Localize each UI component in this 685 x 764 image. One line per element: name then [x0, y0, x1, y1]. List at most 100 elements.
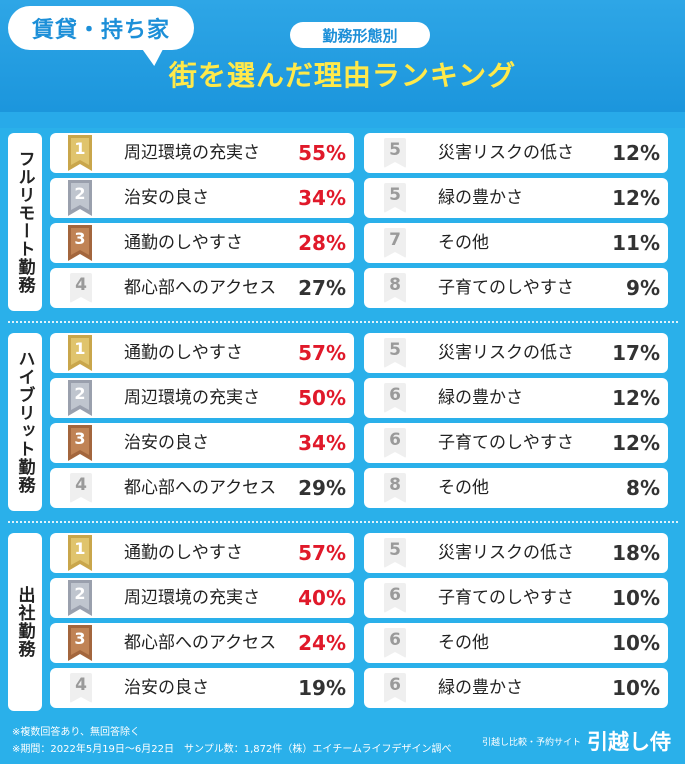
- ranking-item: 6 緑の豊かさ 10%: [364, 668, 668, 708]
- rank-number: 2: [74, 384, 86, 403]
- rank-medal-icon: 2: [68, 180, 92, 216]
- ranking-item: 3 通勤のしやすさ 28%: [50, 223, 354, 263]
- item-label: 治安の良さ: [124, 433, 209, 453]
- group-label: 出社勤務: [8, 533, 42, 711]
- rank-number: 4: [70, 273, 92, 303]
- ranking-group: フルリモート勤務 1 周辺環境の充実さ 55% 2 治安の良さ 34% 3 通勤のしやすさ 28%…: [8, 133, 678, 311]
- group-label: ハイブリット勤務: [8, 333, 42, 511]
- ranking-item: 5 災害リスクの低さ 12%: [364, 133, 668, 173]
- item-label: 災害リスクの低さ: [438, 543, 574, 563]
- rank-medal-icon: 2: [68, 380, 92, 416]
- ranking-item: 3 都心部へのアクセス 24%: [50, 623, 354, 663]
- rank-medal-icon: 3: [68, 225, 92, 261]
- rank-medal-icon: 1: [68, 135, 92, 171]
- ranking-item: 6 その他 10%: [364, 623, 668, 663]
- item-value: 28%: [298, 231, 346, 255]
- item-value: 40%: [298, 586, 346, 610]
- rank-number: 6: [384, 673, 406, 703]
- rank-number: 1: [74, 539, 86, 558]
- item-value: 24%: [298, 631, 346, 655]
- rank-medal-icon: 2: [68, 580, 92, 616]
- rank-number: 3: [74, 629, 86, 648]
- item-label: 都心部へのアクセス: [124, 278, 277, 298]
- rank-number: 8: [384, 473, 406, 503]
- rank-number: 2: [74, 584, 86, 603]
- subtitle-pill: 勤務形態別: [290, 22, 430, 48]
- item-label: 緑の豊かさ: [438, 388, 523, 408]
- item-label: 都心部へのアクセス: [124, 478, 277, 498]
- item-value: 57%: [298, 541, 346, 565]
- header-band: [0, 112, 685, 128]
- item-value: 27%: [298, 276, 346, 300]
- ranking-item: 4 都心部へのアクセス 29%: [50, 468, 354, 508]
- ranking-item: 5 災害リスクの低さ 17%: [364, 333, 668, 373]
- group-label-text: フルリモート勤務: [14, 150, 35, 294]
- ranking-item: 8 子育てのしやすさ 9%: [364, 268, 668, 308]
- ranking-item: 3 治安の良さ 34%: [50, 423, 354, 463]
- item-value: 12%: [612, 186, 660, 210]
- item-label: 子育てのしやすさ: [438, 433, 574, 453]
- rank-number: 2: [74, 184, 86, 203]
- item-value: 17%: [612, 341, 660, 365]
- item-value: 50%: [298, 386, 346, 410]
- ranking-item: 1 通勤のしやすさ 57%: [50, 533, 354, 573]
- ranking-item: 1 通勤のしやすさ 57%: [50, 333, 354, 373]
- ranking-item: 2 周辺環境の充実さ 50%: [50, 378, 354, 418]
- rank-number: 6: [384, 628, 406, 658]
- item-label: 子育てのしやすさ: [438, 278, 574, 298]
- ranking-item: 5 災害リスクの低さ 18%: [364, 533, 668, 573]
- rank-medal-icon: 3: [68, 425, 92, 461]
- group-divider: [8, 521, 678, 523]
- brand-logo: 引越し比較・予約サイト 引越し侍: [482, 726, 671, 756]
- rank-number: 1: [74, 339, 86, 358]
- rank-number: 8: [384, 273, 406, 303]
- item-label: その他: [438, 633, 489, 653]
- ranking-item: 4 都心部へのアクセス 27%: [50, 268, 354, 308]
- rank-number: 5: [384, 183, 406, 213]
- item-value: 10%: [612, 631, 660, 655]
- ranking-item: 4 治安の良さ 19%: [50, 668, 354, 708]
- rank-number: 4: [70, 473, 92, 503]
- ranking-group: 出社勤務 1 通勤のしやすさ 57% 2 周辺環境の充実さ 40% 3 都心部へのアクセス 24%…: [8, 533, 678, 711]
- rank-number: 3: [74, 429, 86, 448]
- footer-note-2: ※期間：2022年5月19日〜6月22日 サンプル数：1,872件（株）エイチー…: [12, 744, 452, 755]
- rank-number: 5: [384, 138, 406, 168]
- rank-number: 6: [384, 428, 406, 458]
- group-label-text: ハイブリット勤務: [14, 350, 35, 494]
- item-label: 緑の豊かさ: [438, 678, 523, 698]
- footer-note-1: ※複数回答あり、無回答除く: [12, 727, 140, 738]
- item-value: 10%: [612, 676, 660, 700]
- ranking-item: 2 周辺環境の充実さ 40%: [50, 578, 354, 618]
- item-value: 12%: [612, 431, 660, 455]
- item-value: 29%: [298, 476, 346, 500]
- item-label: 都心部へのアクセス: [124, 633, 277, 653]
- item-value: 12%: [612, 141, 660, 165]
- item-value: 34%: [298, 431, 346, 455]
- tag-text: 賃貸・持ち家: [31, 18, 170, 43]
- item-label: 通勤のしやすさ: [124, 233, 243, 253]
- item-value: 34%: [298, 186, 346, 210]
- footer-notes: ※複数回答あり、無回答除く ※期間：2022年5月19日〜6月22日 サンプル数…: [12, 724, 452, 758]
- ranking-group: ハイブリット勤務 1 通勤のしやすさ 57% 2 周辺環境の充実さ 50% 3 治安の良さ 34%…: [8, 333, 678, 511]
- item-label: 通勤のしやすさ: [124, 343, 243, 363]
- item-label: 周辺環境の充実さ: [124, 143, 260, 163]
- rank-medal-icon: 3: [68, 625, 92, 661]
- item-label: その他: [438, 233, 489, 253]
- ranking-item: 5 緑の豊かさ 12%: [364, 178, 668, 218]
- ranking-item: 7 その他 11%: [364, 223, 668, 263]
- rank-medal-icon: 1: [68, 335, 92, 371]
- item-value: 12%: [612, 386, 660, 410]
- rank-number: 1: [74, 139, 86, 158]
- rank-number: 6: [384, 583, 406, 613]
- item-label: 子育てのしやすさ: [438, 588, 574, 608]
- rank-number: 6: [384, 383, 406, 413]
- tag-bubble: 賃貸・持ち家: [8, 6, 194, 50]
- rank-number: 7: [384, 228, 406, 258]
- rank-number: 5: [384, 338, 406, 368]
- item-label: その他: [438, 478, 489, 498]
- item-label: 災害リスクの低さ: [438, 143, 574, 163]
- ranking-item: 6 緑の豊かさ 12%: [364, 378, 668, 418]
- rank-number: 5: [384, 538, 406, 568]
- ranking-item: 2 治安の良さ 34%: [50, 178, 354, 218]
- item-label: 通勤のしやすさ: [124, 543, 243, 563]
